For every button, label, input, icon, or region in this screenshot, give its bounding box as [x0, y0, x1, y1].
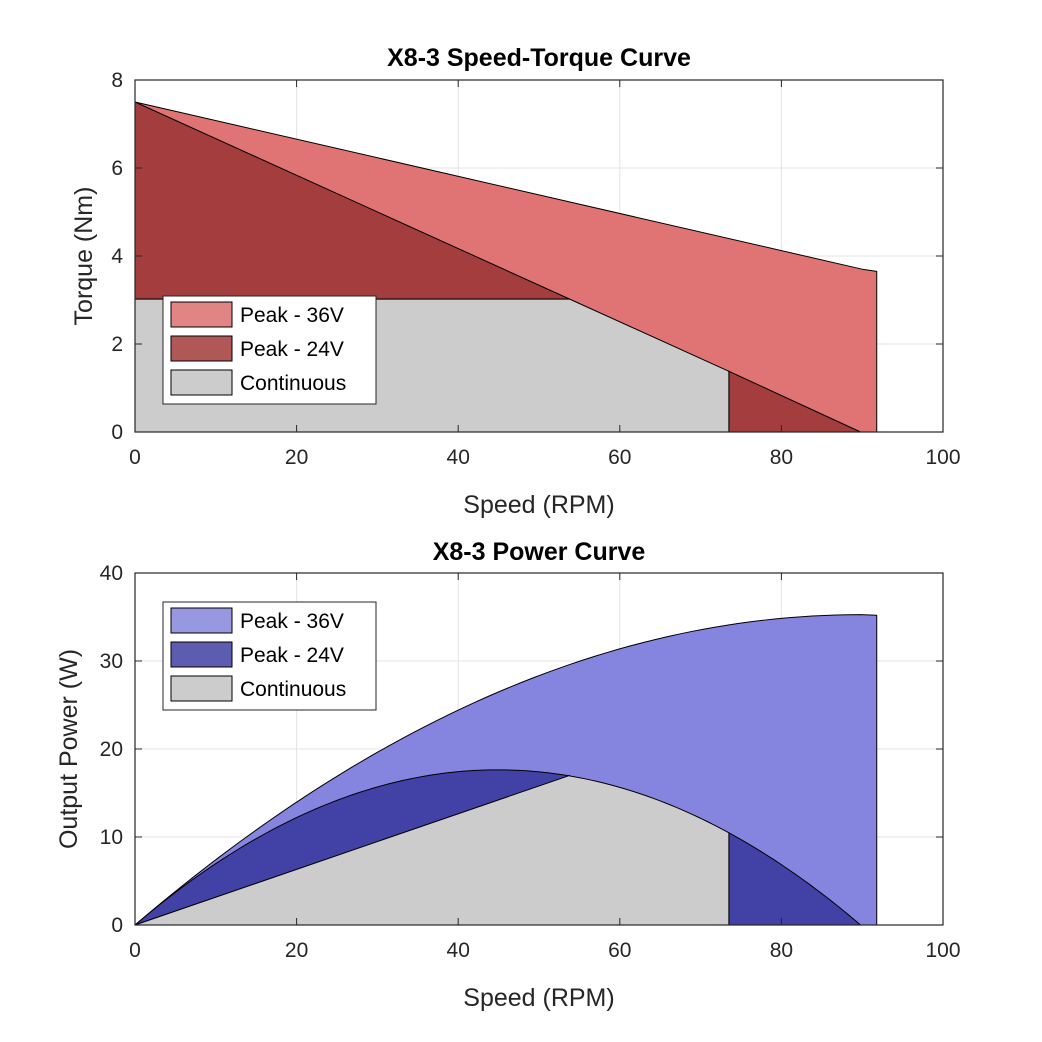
chart-title: X8-3 Power Curve — [433, 538, 646, 566]
legend-swatch-peak-24v — [170, 641, 233, 668]
x-tick-label: 40 — [447, 939, 470, 962]
legend-label-peak-24v: Peak - 24V — [240, 644, 344, 667]
x-tick-label: 100 — [925, 939, 960, 962]
x-tick-label: 80 — [770, 939, 793, 962]
x-tick-label: 60 — [608, 446, 631, 469]
x-axis-label: Speed (RPM) — [463, 984, 614, 1012]
x-tick-label: 80 — [770, 446, 793, 469]
legend-label-peak-36v: Peak - 36V — [240, 304, 344, 327]
legend-swatch-continuous — [170, 369, 233, 396]
legend-label-peak-36v: Peak - 36V — [240, 610, 344, 633]
tick-labels: 0 20 40 60 80 100 0 2 4 6 8 — [111, 69, 960, 469]
area-continuous — [134, 774, 730, 926]
y-tick-label: 0 — [111, 421, 123, 444]
legend-swatch-peak-36v — [170, 301, 233, 328]
y-tick-label: 6 — [111, 157, 123, 180]
legend-label-continuous: Continuous — [240, 678, 346, 701]
legend-label-continuous: Continuous — [240, 372, 346, 395]
y-tick-label: 20 — [100, 738, 123, 761]
area-peak-24v — [728, 831, 862, 926]
x-tick-label: 100 — [925, 446, 960, 469]
legend-swatch-peak-36v — [170, 607, 233, 634]
x-axis-label: Speed (RPM) — [463, 491, 614, 519]
x-tick-label: 0 — [129, 446, 141, 469]
y-tick-label: 30 — [100, 650, 123, 673]
y-tick-label: 40 — [100, 562, 123, 585]
y-tick-label: 4 — [111, 245, 123, 268]
legend: Peak - 36V Peak - 24V Continuous — [162, 295, 377, 405]
x-tick-label: 20 — [285, 446, 308, 469]
x-tick-label: 0 — [129, 939, 141, 962]
tick-labels: 0 20 40 60 80 100 0 10 20 30 40 — [100, 562, 961, 962]
y-tick-label: 8 — [111, 69, 123, 92]
legend-swatch-peak-24v — [170, 335, 233, 362]
legend-swatch-continuous — [170, 675, 233, 702]
x-tick-label: 20 — [285, 939, 308, 962]
legend-label-peak-24v: Peak - 24V — [240, 338, 344, 361]
legend: Peak - 36V Peak - 24V Continuous — [162, 601, 377, 711]
area-peak-24v — [134, 769, 570, 926]
power-chart: 0 20 40 60 80 100 0 10 20 30 40 X8-3 Power Curve S… — [55, 538, 961, 1012]
speed-torque-chart: 0 20 40 60 80 100 0 2 4 6 8 X8-3 Speed-Torque Curv… — [70, 44, 961, 519]
x-tick-label: 60 — [608, 939, 631, 962]
y-tick-label: 10 — [100, 826, 123, 849]
chart-title: X8-3 Speed-Torque Curve — [387, 44, 691, 72]
x-tick-label: 40 — [447, 446, 470, 469]
y-tick-label: 2 — [111, 333, 123, 356]
y-tick-label: 0 — [111, 914, 123, 937]
y-axis-label: Torque (Nm) — [70, 187, 98, 326]
area-fills — [134, 614, 878, 926]
y-axis-label: Output Power (W) — [55, 649, 83, 849]
